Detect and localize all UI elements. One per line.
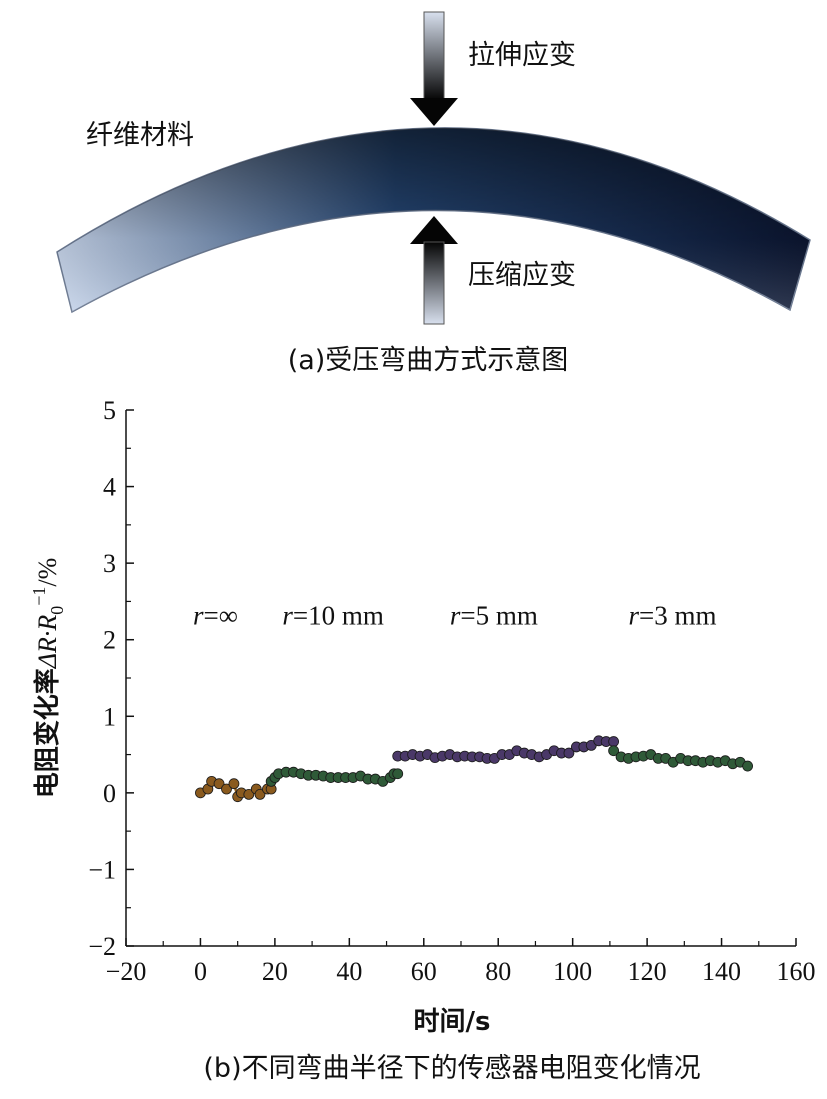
y-axis-label-unit: /% [33,558,62,587]
fiber-material-shade [57,127,810,312]
x-tick-label: 60 [411,957,437,986]
data-point [213,778,225,790]
x-tick-label: 120 [628,957,667,986]
data-point [608,736,620,747]
x-ticks: −20 0 20 40 60 80 100 120 140 160 [106,938,816,986]
y-tick-label: 3 [103,549,116,578]
tension-arrow [410,11,458,126]
compression-strain-label: 压缩应变 [468,260,576,291]
radius-annotation: r=5 mm [450,600,538,630]
data-point [608,745,620,757]
tension-strain-label: 拉伸应变 [468,40,576,71]
fiber-material-label: 纤维材料 [86,120,194,151]
y-tick-label: 5 [103,396,116,425]
y-axis-label: 电阻变化率ΔR·R0−1/% [29,558,67,799]
svg-text:电阻变化率ΔR·R0−1/%: 电阻变化率ΔR·R0−1/% [29,558,67,799]
y-axis-label-prefix: 电阻变化率 [32,668,63,798]
y-tick-label: 4 [103,473,116,502]
radius-annotation: r=3 mm [629,600,717,630]
y-tick-label: 1 [103,702,116,731]
x-tick-label: 80 [485,957,511,986]
data-point [221,783,232,795]
x-tick-label: 140 [702,957,741,986]
x-tick-label: −20 [106,957,147,986]
y-tick-label: −2 [88,932,116,961]
y-tick-label: −1 [88,855,116,884]
data-point [563,747,575,759]
y-axis-label-sub: 0 [47,606,67,615]
data-point [742,760,754,772]
chart-caption: (b)不同弯曲半径下的传感器电阻变化情况 [203,1053,700,1084]
data-point [243,788,255,800]
radius-annotations: r=∞ r=10 mm r=5 mm r=3 mm [193,600,717,630]
y-axis-label-sup: −1 [29,587,49,606]
data-point [228,778,240,790]
radius-annotation: r=10 mm [282,600,384,630]
x-tick-label: 40 [336,957,362,986]
data-points [195,735,754,803]
data-point [254,788,266,800]
x-tick-label: 100 [553,957,592,986]
y-ticks: −2 −1 0 1 2 3 4 5 [88,396,134,961]
diagram-caption: (a)受压弯曲方式示意图 [288,345,569,376]
x-tick-label: 0 [194,957,207,986]
x-tick-label: 20 [262,957,288,986]
y-tick-label: 2 [103,626,116,655]
x-axis-label: 时间/s [414,1007,491,1037]
y-axis-label-symbol: ΔR·R [33,615,62,670]
data-point [392,768,404,780]
x-tick-label: 160 [777,957,816,986]
compression-arrow [410,216,458,325]
y-tick-label: 0 [103,779,116,808]
radius-annotation: r=∞ [193,600,238,630]
bending-diagram: 纤维材料 拉伸应变 压缩应变 (a)受压弯曲方式示意图 [56,11,811,376]
